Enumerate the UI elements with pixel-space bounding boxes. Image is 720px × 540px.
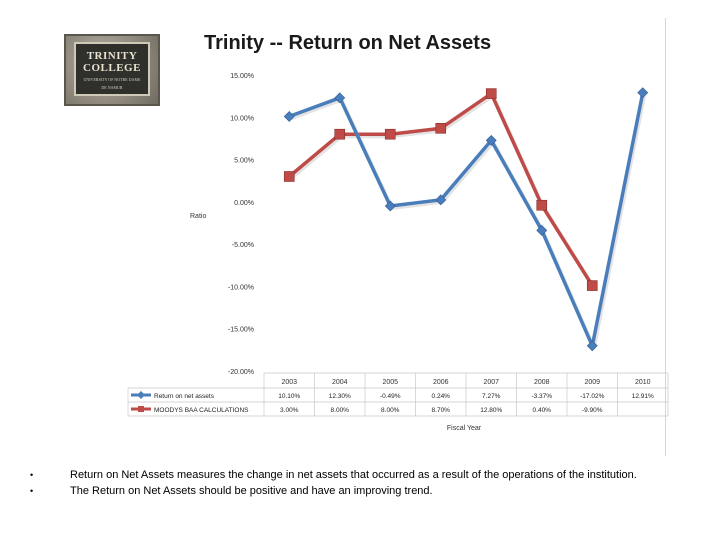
table-value: -17.02% — [580, 393, 604, 400]
logo-line-2: COLLEGE — [83, 62, 141, 74]
table-value: -9.90% — [582, 407, 603, 414]
series-point — [435, 194, 447, 206]
legend-marker — [138, 406, 144, 412]
series-point — [536, 199, 548, 211]
table-value: -3.37% — [531, 393, 552, 400]
table-value: 0.40% — [533, 407, 552, 414]
chart-title: Trinity -- Return on Net Assets — [204, 32, 492, 54]
bullet-dot: • — [30, 470, 34, 480]
series-point — [485, 134, 497, 146]
table-value: 10.10% — [278, 393, 300, 400]
y-tick-label: 15.00% — [230, 73, 254, 80]
series-point — [384, 200, 396, 212]
bullet-list: • Return on Net Assets measures the chan… — [30, 470, 650, 502]
bullet-dot: • — [30, 486, 34, 496]
y-tick-label: -5.00% — [232, 242, 254, 249]
y-tick-label: -15.00% — [228, 327, 254, 334]
x-category-label: 2003 — [281, 379, 297, 386]
series-point — [283, 171, 295, 182]
series-point — [637, 87, 649, 99]
y-tick-label: 5.00% — [234, 158, 254, 165]
line-chart: 15.00% 10.00% 5.00% 0.00% -5.00% -10.00% -15.0… — [127, 73, 669, 432]
y-tick-label: 10.00% — [230, 115, 254, 122]
y-tick-label: -10.00% — [228, 284, 254, 291]
bullet-item: • The Return on Net Assets should be pos… — [30, 486, 650, 497]
x-category-label: 2010 — [635, 379, 651, 386]
logo-sub-1: UNIVERSITY OF NOTRE DAME — [83, 77, 141, 82]
legend-label: Return on net assets — [154, 393, 215, 400]
table-value: 12.30% — [329, 393, 351, 400]
legend-label: MOODYS BAA CALCULATIONS — [154, 407, 249, 414]
logo-plaque: TRINITY COLLEGE UNIVERSITY OF NOTRE DAME… — [74, 42, 150, 96]
slide-frame-line — [665, 18, 666, 456]
x-axis-label: Fiscal Year — [447, 425, 482, 432]
logo-line-1: TRINITY — [86, 50, 138, 62]
x-category-label: 2009 — [584, 379, 600, 386]
table-value: 0.24% — [432, 393, 451, 400]
bullet-text: The Return on Net Assets should be posit… — [70, 485, 433, 497]
y-tick-label: 0.00% — [234, 200, 254, 207]
legend-marker — [137, 391, 145, 399]
series-point — [283, 111, 295, 122]
trinity-college-logo: TRINITY COLLEGE UNIVERSITY OF NOTRE DAME… — [64, 34, 160, 106]
series-point — [334, 92, 346, 104]
series-point — [435, 122, 447, 134]
series-point — [536, 224, 548, 236]
bullet-item: • Return on Net Assets measures the chan… — [30, 470, 650, 481]
table-value: 7.27% — [482, 393, 501, 400]
series-line — [288, 91, 594, 287]
x-category-label: 2006 — [433, 379, 449, 386]
series-line — [288, 92, 645, 348]
series-point — [334, 128, 346, 140]
series-point — [586, 280, 598, 291]
table-value: 8.70% — [432, 407, 451, 414]
table-value: -0.49% — [380, 393, 401, 400]
series-point — [384, 128, 396, 140]
y-tick-label: -20.00% — [228, 369, 254, 376]
table-value: 8.00% — [381, 407, 400, 414]
table-value: 12.80% — [480, 407, 502, 414]
table-value: 8.00% — [331, 407, 350, 414]
x-category-label: 2008 — [534, 379, 550, 386]
x-category-label: 2007 — [483, 379, 499, 386]
table-value: 12.91% — [632, 393, 654, 400]
table-value: 3.00% — [280, 407, 299, 414]
x-category-label: 2005 — [382, 379, 398, 386]
series-point — [586, 340, 598, 352]
logo-sub-2: DE NAMUR — [101, 85, 123, 90]
series-point — [485, 88, 497, 99]
bullet-text: Return on Net Assets measures the change… — [70, 469, 637, 481]
y-axis-label: Ratio — [190, 213, 206, 220]
x-category-label: 2004 — [332, 379, 348, 386]
